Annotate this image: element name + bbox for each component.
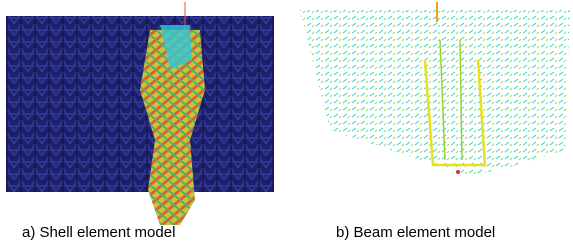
figure: a) Shell element model b) Beam element m… [0, 0, 573, 247]
caption: b) Beam element model [336, 224, 495, 241]
shell-model-image [6, 2, 274, 225]
shell-lattice [6, 16, 274, 192]
beam-model-image [300, 2, 570, 175]
beam-tip [456, 170, 460, 174]
page: a) Shell element model b) Beam element m… [0, 0, 573, 247]
caption: a) Shell element model [22, 224, 175, 241]
beam-cloud [300, 10, 570, 175]
